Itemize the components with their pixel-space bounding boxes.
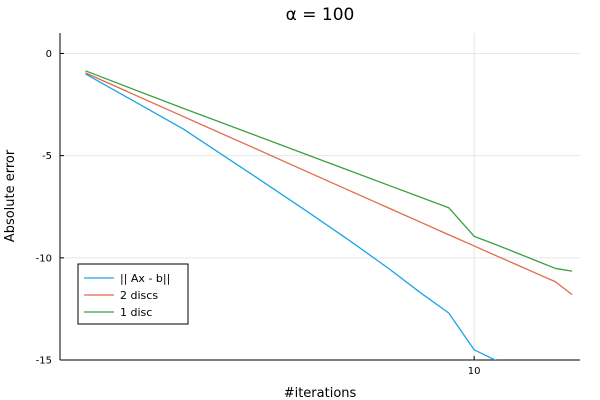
y-axis-label: Absolute error [3,149,18,242]
series-line-1 [85,72,573,296]
legend-box [77,263,189,325]
legend-label-2: 1 disc [120,306,152,319]
legend-label-1: 2 discs [120,289,158,302]
series-line-2 [85,70,573,272]
y-tick-label: -15 [36,356,52,367]
y-tick-label: -10 [36,253,52,264]
legend: || Ax - b|| 2 discs 1 disc [77,263,189,325]
series-lines [85,70,573,360]
x-tick-label: 10 [468,366,481,377]
series-line-0 [85,73,497,360]
legend-label-0: || Ax - b|| [120,272,170,285]
y-tick-label: 0 [46,49,52,60]
chart-title: α = 100 [286,5,355,25]
axes [59,33,580,361]
x-axis-label: #iterations [284,386,357,400]
y-tick-label: -5 [42,151,52,162]
tick-labels: 0 -5 -10 -15 10 [36,49,481,377]
